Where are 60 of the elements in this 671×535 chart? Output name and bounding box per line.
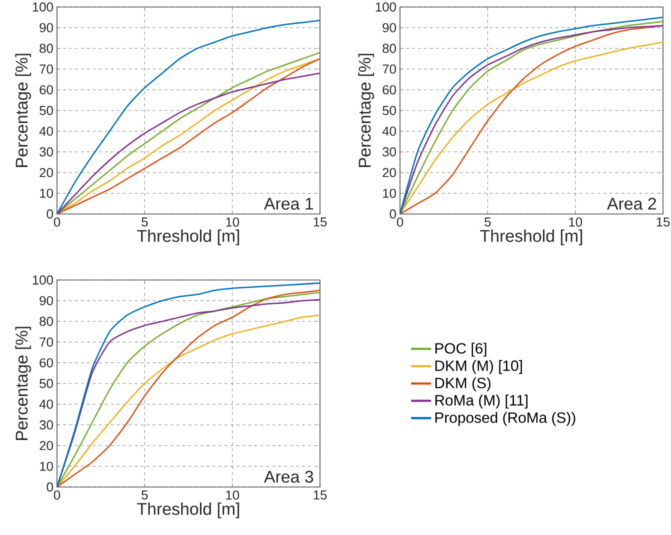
- x-tick-label: 15: [656, 218, 670, 227]
- x-tick-label: 5: [142, 490, 148, 500]
- y-tick-label: 20: [40, 440, 53, 450]
- y-tick-label: 40: [39, 126, 53, 136]
- x-tick-label: 0: [54, 490, 60, 500]
- y-axis-title: Percentage [%]: [15, 326, 32, 440]
- x-tick-label: 5: [484, 218, 491, 227]
- x-axis-title: Threshold [m]: [137, 230, 240, 246]
- x-tick-label: 10: [226, 218, 240, 227]
- legend-label: DKM (S): [435, 377, 491, 392]
- annotation: Area 3: [264, 470, 314, 483]
- y-tick-label: 90: [40, 296, 53, 306]
- y-tick-label: 0: [390, 209, 396, 219]
- y-tick-label: 100: [32, 275, 53, 285]
- y-tick-label: 30: [40, 147, 53, 156]
- y-tick-label: 30: [382, 147, 396, 156]
- y-tick-label: 50: [382, 106, 396, 116]
- y-tick-label: 60: [40, 85, 53, 94]
- annotation: Area 1: [264, 198, 314, 210]
- x-tick-label: 5: [142, 218, 148, 227]
- y-tick-label: 80: [40, 316, 53, 326]
- y-tick-label: 50: [40, 106, 53, 116]
- y-tick-label: 20: [40, 168, 53, 178]
- y-tick-label: 100: [376, 2, 396, 12]
- x-tick-label: 0: [54, 218, 60, 227]
- y-tick-label: 90: [40, 23, 53, 32]
- legend-label: RoMa (M) [11]: [435, 394, 528, 409]
- y-axis-title: Percentage [%]: [15, 54, 32, 167]
- y-tick-label: 0: [46, 209, 53, 219]
- y-tick-label: 80: [382, 44, 396, 53]
- x-tick-label: 10: [569, 218, 582, 227]
- legend-label: Proposed (RoMa (S)): [435, 412, 576, 426]
- y-tick-label: 10: [40, 462, 53, 471]
- y-tick-label: 70: [40, 337, 53, 347]
- y-tick-label: 40: [382, 126, 396, 136]
- legend-label: DKM (M) [10]: [435, 360, 522, 374]
- x-tick-label: 10: [226, 490, 240, 500]
- x-axis-title: Threshold [m]: [480, 230, 582, 246]
- y-tick-label: 60: [40, 358, 53, 368]
- y-tick-label: 100: [32, 2, 53, 12]
- y-axis-title: Percentage [%]: [358, 54, 374, 167]
- y-tick-label: 10: [383, 188, 396, 198]
- x-axis-title: Threshold [m]: [137, 502, 240, 518]
- y-tick-label: 60: [382, 85, 396, 94]
- line-series: [57, 20, 320, 214]
- legend-label: POC [6]: [435, 342, 486, 357]
- x-tick-label: 0: [396, 218, 404, 227]
- x-tick-label: 15: [314, 490, 327, 500]
- y-tick-label: 30: [40, 420, 53, 430]
- y-tick-label: 70: [382, 64, 396, 74]
- y-tick-label: 20: [382, 168, 396, 178]
- y-tick-label: 10: [40, 188, 53, 198]
- y-tick-label: 0: [46, 482, 53, 492]
- y-tick-label: 90: [382, 23, 396, 32]
- y-tick-label: 70: [40, 64, 53, 74]
- x-tick-label: 15: [314, 218, 327, 227]
- annotation: Area 2: [606, 198, 656, 210]
- y-tick-label: 80: [40, 44, 53, 53]
- y-tick-label: 40: [39, 400, 53, 409]
- y-tick-label: 50: [40, 378, 53, 388]
